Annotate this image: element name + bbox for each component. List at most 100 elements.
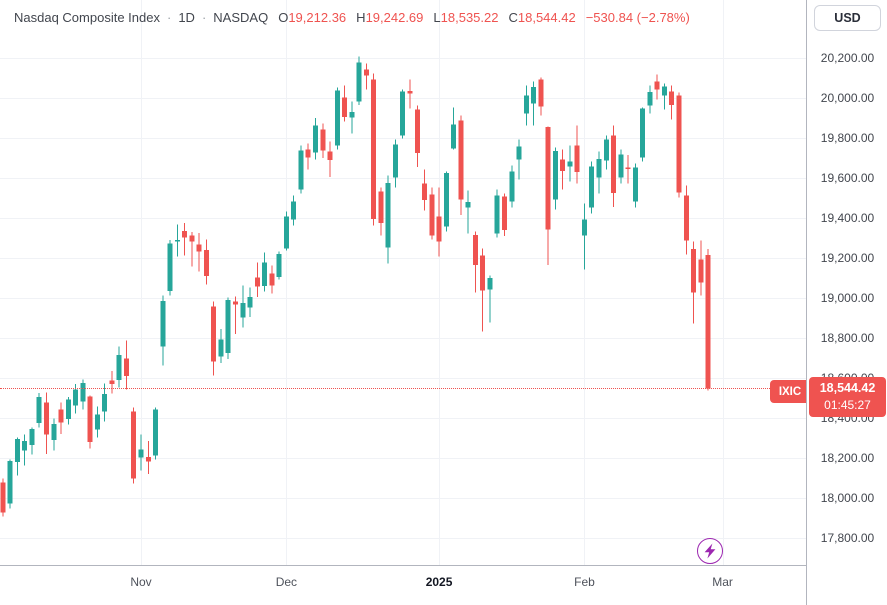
- candle-up: [29, 428, 35, 446]
- candle-up: [443, 173, 449, 227]
- candle-up: [392, 144, 398, 178]
- candles-layer: [0, 56, 711, 517]
- candle-up: [640, 108, 646, 158]
- candle-up: [400, 91, 406, 136]
- price-axis-label: 18,000.00: [820, 490, 875, 505]
- time-axis-label: Nov: [130, 575, 152, 589]
- candle-wick: [663, 83, 665, 110]
- price-axis-label: 19,600.00: [820, 170, 875, 185]
- candle-up: [80, 382, 86, 402]
- candle-down: [342, 97, 348, 118]
- candle-up: [153, 409, 159, 456]
- candle-up: [647, 92, 653, 106]
- candle-up: [174, 240, 180, 242]
- candle-up: [298, 150, 304, 190]
- candle-down: [327, 151, 333, 160]
- candle-down: [611, 135, 617, 193]
- candle-down: [669, 91, 675, 106]
- h-gridline: [0, 498, 806, 499]
- candle-up: [494, 195, 500, 234]
- candle-down: [414, 109, 420, 154]
- h-gridline: [0, 418, 806, 419]
- price-axis-label: 19,200.00: [820, 250, 875, 265]
- v-gridline: [723, 0, 724, 565]
- candle-up: [36, 397, 42, 424]
- current-price-line: [0, 388, 806, 390]
- price-axis-label: 19,000.00: [820, 290, 875, 305]
- time-axis-label: Feb: [574, 575, 595, 589]
- symbol-title[interactable]: Nasdaq Composite Index: [14, 9, 160, 25]
- candle-down: [87, 396, 93, 443]
- candle-up: [349, 112, 355, 118]
- candle-up: [661, 86, 667, 96]
- candle-up: [65, 399, 71, 420]
- h-gridline: [0, 298, 806, 299]
- candle-down: [480, 255, 486, 291]
- time-axis[interactable]: Nov Dec 2025 Feb Mar: [0, 565, 887, 605]
- candle-wick: [365, 63, 367, 90]
- candle-down: [233, 301, 239, 305]
- candle-up: [247, 296, 253, 308]
- candle-up: [102, 393, 108, 412]
- candle-up: [218, 339, 224, 357]
- legend-separator: ·: [166, 9, 172, 25]
- h-gridline: [0, 218, 806, 219]
- candle-down: [429, 194, 435, 236]
- candle-up: [94, 414, 100, 430]
- candle-up: [51, 424, 57, 440]
- candle-down: [0, 482, 6, 513]
- ohlc-low: L18,535.22: [433, 9, 499, 25]
- instant-trading-button[interactable]: [697, 538, 723, 564]
- symbol-price-tag: IXIC: [770, 380, 806, 404]
- candle-down: [560, 159, 566, 172]
- grid-layer: [0, 0, 806, 565]
- candle-down: [203, 249, 209, 276]
- interval-label[interactable]: 1D: [178, 9, 195, 25]
- chart-legend: Nasdaq Composite Index · 1D · NASDAQ O19…: [14, 8, 690, 26]
- current-price-label: 18,544.42 01:45:27: [809, 377, 886, 418]
- candle-down: [109, 380, 115, 385]
- candle-up: [632, 167, 638, 202]
- candle-down: [254, 277, 260, 287]
- candle-up: [22, 441, 28, 451]
- candle-up: [487, 277, 493, 290]
- candle-down: [371, 79, 377, 219]
- legend-separator: ·: [201, 9, 207, 25]
- candle-down: [625, 167, 631, 169]
- candle-wick: [583, 203, 585, 270]
- candle-down: [211, 306, 217, 362]
- candle-up: [531, 86, 537, 104]
- candle-up: [7, 461, 13, 504]
- candle-down: [43, 402, 49, 435]
- candle-wick: [235, 296, 237, 334]
- h-gridline: [0, 458, 806, 459]
- candle-down: [305, 149, 311, 158]
- time-axis-label: 2025: [425, 575, 453, 589]
- ohlc-close: C18,544.42: [508, 9, 576, 25]
- candle-up: [451, 124, 457, 149]
- price-axis[interactable]: USD 18,544.42 01:45:27 20,200.00 20,000.0…: [806, 0, 887, 605]
- h-gridline: [0, 58, 806, 59]
- currency-button[interactable]: USD: [814, 5, 881, 31]
- candle-up: [385, 183, 391, 248]
- h-gridline: [0, 538, 806, 539]
- candle-wick: [467, 190, 469, 234]
- lightning-icon: [704, 543, 716, 559]
- candle-wick: [489, 275, 491, 323]
- v-gridline: [141, 0, 142, 565]
- candle-down: [363, 69, 369, 76]
- h-gridline: [0, 338, 806, 339]
- price-axis-label: 18,800.00: [820, 330, 875, 345]
- candle-down: [472, 234, 478, 266]
- candle-up: [567, 161, 573, 167]
- candle-down: [320, 129, 326, 151]
- candlestick-chart[interactable]: [0, 0, 806, 565]
- price-axis-label: 20,200.00: [820, 50, 875, 65]
- chart-pane[interactable]: Nasdaq Composite Index · 1D · NASDAQ O19…: [0, 0, 806, 565]
- exchange-label: NASDAQ: [213, 9, 269, 25]
- candle-up: [14, 439, 20, 462]
- h-gridline: [0, 378, 806, 379]
- candle-down: [698, 259, 704, 283]
- ohlc-high: H19,242.69: [356, 9, 424, 25]
- time-axis-label: Dec: [275, 575, 298, 589]
